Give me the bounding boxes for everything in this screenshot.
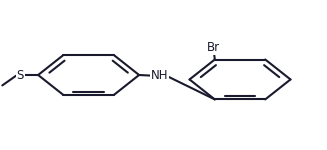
Text: Br: Br (207, 41, 220, 54)
Text: NH: NH (150, 69, 168, 82)
Text: S: S (17, 69, 24, 81)
